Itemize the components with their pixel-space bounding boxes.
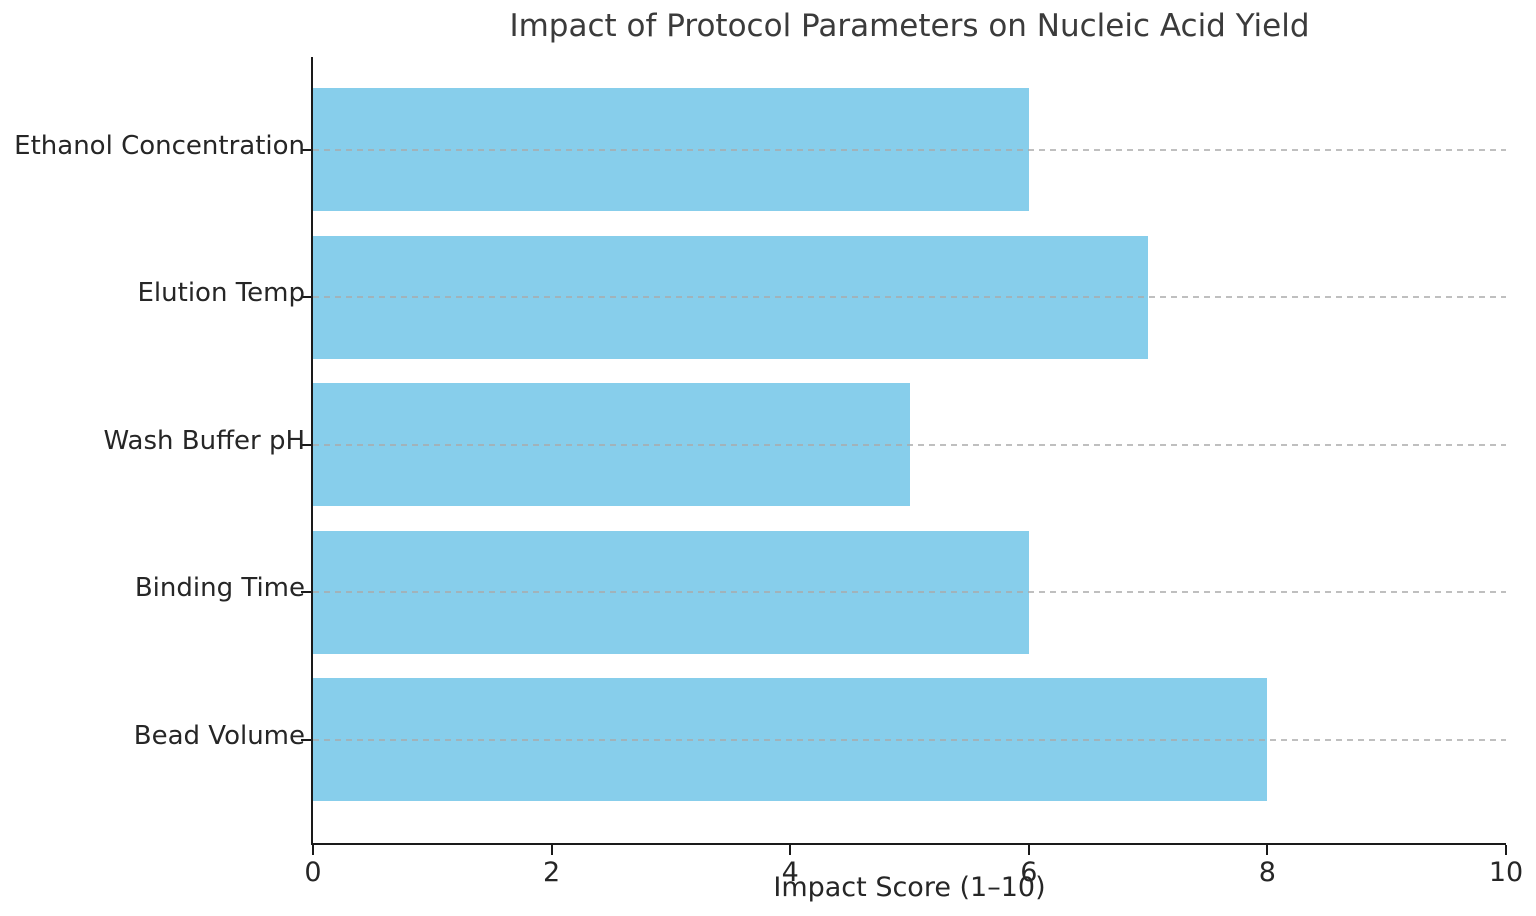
y-axis-line [311,57,313,845]
gridline [313,443,1506,446]
category-label: Elution Temp [137,278,306,308]
x-tick-mark [1505,845,1507,855]
plot-area [301,57,1507,855]
x-tick-mark [312,845,314,855]
gridline [313,591,1506,593]
category-label: Bead Volume [133,720,305,751]
y-tick-mark [301,443,311,446]
gridline [313,296,1506,298]
x-tick-label: 8 [1258,857,1276,888]
y-tick-mark [301,148,311,151]
x-axis-title: Impact Score (1–10) [773,872,1046,903]
category-label: Binding Time [134,573,305,603]
x-axis-line [311,843,1506,845]
gridline [313,738,1506,741]
y-tick-mark [301,296,311,298]
x-tick-label: 0 [304,857,322,888]
chart-title: Impact of Protocol Parameters on Nucleic… [509,8,1310,44]
x-tick-label: 2 [543,857,561,888]
x-tick-label: 4 [781,857,799,888]
category-label: Ethanol Concentration [14,130,305,161]
y-tick-mark [301,591,311,593]
x-tick-mark [550,845,553,855]
x-tick-mark [1027,845,1030,855]
y-tick-mark [301,738,311,741]
x-tick-label: 6 [1020,857,1038,888]
category-label: Wash Buffer pH [103,425,306,456]
x-tick-mark [1266,845,1269,855]
x-tick-label: 10 [1488,857,1524,888]
x-tick-mark [789,845,792,855]
gridline [313,148,1506,151]
